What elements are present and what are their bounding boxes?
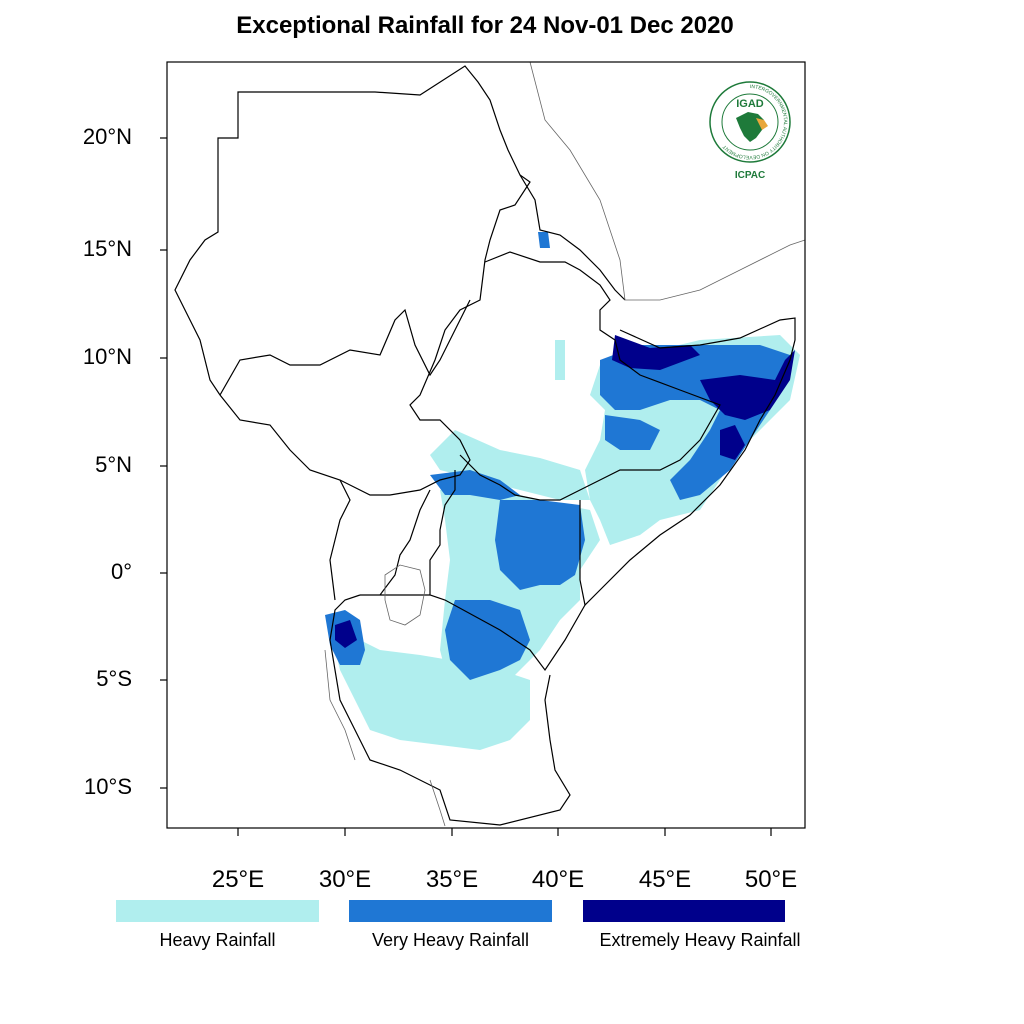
lat-label-10s: 10°S <box>84 774 132 799</box>
somalia-border <box>579 317 796 607</box>
map-frame <box>166 61 806 829</box>
rainfall-overlay <box>325 232 800 750</box>
very-heavy-rain-lake <box>445 600 530 680</box>
lon-label-25e: 25°E <box>211 866 265 893</box>
country-borders <box>174 65 796 826</box>
lon-label-45e: 45°E <box>638 866 692 893</box>
lat-label-20n: 20°N <box>82 124 132 149</box>
heavy-rain-ethiopia-west <box>430 430 590 500</box>
heavy-rain-north <box>555 340 565 380</box>
ethiopia-border <box>459 251 721 501</box>
lakes-and-neighbours <box>324 61 806 827</box>
very-heavy-rain-south-sudan <box>430 470 520 500</box>
tanzania-border <box>329 594 571 826</box>
lake-victoria <box>384 564 426 626</box>
lat-label-5n: 5°N <box>95 452 132 477</box>
legend-swatch-very-heavy <box>349 900 552 922</box>
south-sudan-border <box>219 299 471 396</box>
very-heavy-rain-ethiopia <box>605 415 660 450</box>
arabian-coast <box>529 61 806 301</box>
logo-igad-text: IGAD <box>736 98 764 110</box>
legend-label-very-heavy: Very Heavy Rainfall <box>371 930 530 950</box>
very-heavy-rain-kenya <box>495 500 585 590</box>
legend-swatch-extreme <box>583 900 785 922</box>
lon-tick-marks <box>237 828 772 836</box>
lon-label-35e: 35°E <box>425 866 479 893</box>
very-heavy-rain-eritrea <box>538 232 550 248</box>
heavy-rain-tanzania <box>330 630 530 750</box>
extreme-rain-somalia-north <box>612 335 700 370</box>
lat-label-0: 0° <box>110 559 132 584</box>
lon-label-40e: 40°E <box>531 866 585 893</box>
sudan-border <box>174 65 531 496</box>
lat-label-5s: 5°S <box>96 666 132 691</box>
lat-label-10n: 10°N <box>82 344 132 369</box>
lat-tick-marks <box>160 137 167 789</box>
logo-icpac-text: ICPAC <box>735 170 765 181</box>
lat-label-15n: 15°N <box>82 236 132 261</box>
legend-label-extreme: Extremely Heavy Rainfall <box>599 930 801 950</box>
extreme-rain-somalia-east <box>700 350 795 420</box>
legend-label-heavy: Heavy Rainfall <box>159 930 276 950</box>
eritrea-border <box>519 174 626 301</box>
drc-border <box>329 479 351 601</box>
igad-icpac-logo: INTERGOVERNMENTAL AUTHORITY ON DEVELOPME… <box>709 81 791 181</box>
extreme-rain-central <box>720 425 745 460</box>
uganda-border <box>360 489 431 596</box>
lon-label-50e: 50°E <box>744 866 798 893</box>
map-title: Exceptional Rainfall for 24 Nov-01 Dec 2… <box>236 12 734 39</box>
extreme-rain-west <box>335 620 357 648</box>
lake-malawi <box>429 779 446 827</box>
lake-tanganyika <box>324 649 356 761</box>
legend-swatch-heavy <box>116 900 319 922</box>
lon-label-30e: 30°E <box>318 866 372 893</box>
